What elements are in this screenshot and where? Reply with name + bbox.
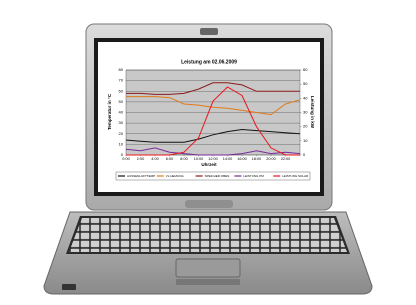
touchpad-buttons [176, 279, 240, 285]
photo: Leistung am 02.06.2009 Uhrzeit Temperatu… [0, 0, 416, 305]
chart-title: Leistung am 02.06.2009 [181, 59, 237, 65]
x-tick-label: 22:00 [281, 157, 291, 161]
indicator [62, 284, 76, 290]
y-tick-label: 50 [119, 99, 124, 104]
y-tick-label: 70 [119, 78, 124, 83]
y-tick-label: 40 [119, 110, 124, 115]
webcam [200, 28, 218, 35]
x-tick-label: 18:00 [252, 157, 262, 161]
y2-tick-label: 30 [303, 110, 308, 115]
x-tick-label: 8:00 [180, 157, 187, 161]
x-tick-label: 6:00 [166, 157, 173, 161]
legend-label: AUSSENLUFTTEMP [127, 174, 155, 178]
y2-tick-label: 20 [303, 124, 308, 129]
legend-label: SPEICHER OBEN [205, 174, 230, 178]
legend-label: VL HEIZUNG [166, 174, 185, 178]
y2-tick-label: 50 [303, 81, 308, 86]
y-tick-label: 20 [119, 131, 124, 136]
x-tick-label: 20:00 [266, 157, 276, 161]
x-tick-label: 4:00 [151, 157, 158, 161]
y-tick-label: 60 [119, 88, 124, 93]
x-tick-label: 12:00 [208, 157, 218, 161]
x-tick-label: 2:00 [137, 157, 144, 161]
x-tick-label: 0:00 [122, 157, 129, 161]
x-axis-label: Uhrzeit [201, 162, 217, 167]
y2-tick-label: 40 [303, 95, 308, 100]
y-tick-label: 30 [119, 120, 124, 125]
x-tick-label: 16:00 [237, 157, 247, 161]
legend-label: LEISTUNG SOLAR [282, 174, 309, 178]
x-tick-label: 14:00 [223, 157, 233, 161]
y-tick-label: 80 [119, 67, 124, 72]
y-tick-label: 10 [119, 141, 124, 146]
touchpad [176, 259, 240, 277]
y-axis-label: Temperatur in °C [107, 93, 112, 130]
y2-axis-label: Leistung in kW [310, 96, 315, 129]
y2-tick-label: 10 [303, 138, 308, 143]
legend-label: LEISTUNG PM [243, 174, 264, 178]
keyboard [69, 218, 347, 252]
hinge [185, 200, 233, 208]
y2-tick-label: 60 [303, 67, 308, 72]
x-tick-label: 10:00 [194, 157, 204, 161]
